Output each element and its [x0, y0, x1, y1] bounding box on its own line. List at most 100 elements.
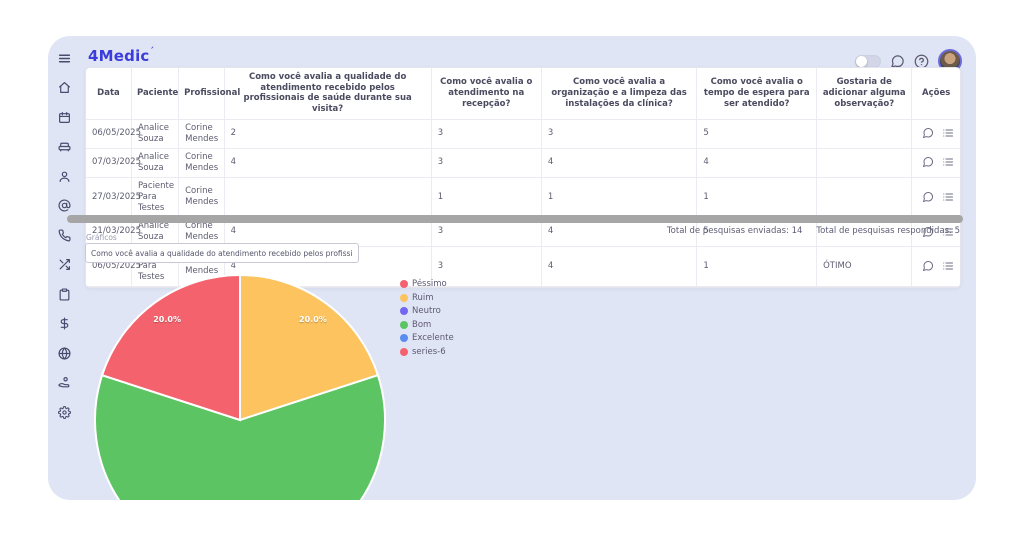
- legend-label: Ruim: [412, 292, 434, 303]
- column-header: Como você avalia o atendimento na recepç…: [430, 68, 542, 120]
- logo-mark: ˊ: [149, 47, 155, 57]
- table-cell: 3: [430, 118, 542, 149]
- table-cell: 07/03/2025: [86, 147, 141, 178]
- table-header-row: Data Paciente Profissional Como você avalia…: [86, 68, 960, 120]
- legend-item[interactable]: Ruim: [400, 293, 454, 303]
- pie-slice-Bom[interactable]: [94, 373, 386, 500]
- survey-table: Data Paciente Profissional Como você avalia…: [86, 68, 960, 288]
- table-row: 07/03/2025 Analice Souza Corine Mendes 4 3 4 4: [86, 147, 960, 178]
- legend-label: Neutro: [412, 306, 441, 316]
- table-cell: 3: [430, 245, 542, 288]
- table-cell: 4: [540, 245, 698, 288]
- table-cell: 3: [540, 118, 698, 149]
- table-cell: 4: [223, 147, 432, 178]
- whatsapp-icon[interactable]: [922, 127, 934, 139]
- legend-marker: [400, 280, 408, 288]
- toggle-knob: [856, 55, 867, 67]
- patient-icon[interactable]: [57, 169, 71, 183]
- dark-mode-toggle[interactable]: [855, 54, 881, 68]
- whatsapp-icon[interactable]: [922, 191, 934, 203]
- pie-datalabel: 20.0%: [299, 315, 327, 324]
- horizontal-scrollbar[interactable]: [67, 215, 963, 223]
- charts-section-label: Gráficos: [86, 233, 117, 242]
- legend-label: Bom: [412, 319, 432, 330]
- globe-icon[interactable]: [57, 346, 71, 360]
- whatsapp-icon[interactable]: [922, 260, 934, 272]
- pie-chart: 20.0%60.0%20.0%: [90, 270, 390, 500]
- legend-marker: [400, 320, 408, 329]
- column-header: Como você avalia o tempo de espera para …: [696, 68, 818, 120]
- calendar-icon[interactable]: [57, 110, 71, 124]
- table-cell: Analice Souza: [130, 118, 180, 149]
- table-cell-actions: [911, 147, 960, 178]
- legend-marker: [400, 307, 408, 315]
- table-cell: 27/03/2025: [86, 176, 141, 218]
- survey-totals: Total de pesquisas enviadas: 14 Total de…: [667, 226, 960, 236]
- table-row: 06/05/2025 Analice Souza Corine Mendes 2 3 3 5: [86, 118, 960, 149]
- table-cell: 4: [696, 147, 818, 178]
- table-cell-actions: [911, 118, 960, 149]
- column-header: Ações: [911, 68, 960, 120]
- chart-question-select[interactable]: Como você avalia a qualidade do atendime…: [85, 243, 359, 263]
- waiting-room-icon[interactable]: [57, 140, 71, 154]
- table-cell: Analice Souza: [130, 147, 180, 178]
- app-logo: 4Medicˊ: [88, 47, 155, 65]
- column-header: Como você avalia a qualidade do atendime…: [223, 68, 432, 120]
- billing-icon[interactable]: [57, 317, 71, 331]
- home-icon[interactable]: [57, 81, 71, 95]
- legend-item[interactable]: Neutro: [400, 306, 454, 316]
- phone-icon[interactable]: [57, 228, 71, 242]
- table-cell: Corine Mendes: [178, 147, 225, 178]
- table-cell: Paciente Para Testes: [130, 176, 180, 218]
- at-sign-icon[interactable]: [57, 199, 71, 213]
- table-cell: Corine Mendes: [178, 118, 225, 149]
- column-header: Data: [86, 68, 132, 120]
- legend-label: Excelente: [412, 333, 454, 343]
- table-cell: [816, 176, 913, 218]
- legend-label: Péssimo: [412, 279, 447, 289]
- details-list-icon[interactable]: [942, 191, 954, 203]
- table-cell: 1: [696, 245, 818, 288]
- table-cell: 1: [430, 176, 542, 218]
- legend-item[interactable]: series-6: [400, 347, 454, 357]
- column-header: Profissional: [178, 68, 240, 120]
- legend-marker: [400, 334, 408, 342]
- pie-datalabel: 20.0%: [153, 315, 181, 324]
- whatsapp-icon[interactable]: [922, 226, 934, 238]
- legend-item[interactable]: Excelente: [400, 333, 454, 343]
- pie-chart-svg: 20.0%60.0%20.0%: [94, 273, 386, 500]
- pie-slice-series-6[interactable]: [100, 273, 241, 422]
- details-list-icon[interactable]: [942, 226, 954, 238]
- clipboard-icon[interactable]: [57, 287, 71, 301]
- legend-label: series-6: [412, 346, 446, 357]
- legend-item[interactable]: Bom: [400, 320, 454, 330]
- survey-table-card: Data Paciente Profissional Como você avalia…: [85, 67, 961, 289]
- table-cell: Corine Mendes: [178, 176, 225, 218]
- integrations-icon[interactable]: [57, 258, 71, 272]
- legend-item[interactable]: Péssimo: [400, 279, 454, 289]
- settings-icon[interactable]: [57, 405, 71, 419]
- column-header: Paciente: [130, 68, 180, 120]
- legend-marker: [400, 293, 408, 302]
- column-header: Como você avalia a organização e a limpe…: [540, 68, 698, 120]
- column-header: Gostaria de adicionar alguma observação?: [816, 68, 913, 120]
- details-list-icon[interactable]: [942, 156, 954, 168]
- sidebar: [48, 36, 80, 500]
- whatsapp-icon[interactable]: [922, 156, 934, 168]
- total-sent: Total de pesquisas enviadas: 14: [666, 226, 803, 236]
- table-cell: ÓTIMO: [816, 245, 913, 288]
- chat-bubble-icon[interactable]: [890, 54, 905, 69]
- table-cell: 5: [696, 118, 818, 149]
- table-cell: 3: [430, 147, 542, 178]
- pie-chart-legend: Péssimo Ruim Neutro Bom Excelente series-6: [400, 279, 454, 357]
- details-list-icon[interactable]: [942, 127, 954, 139]
- hand-coin-icon[interactable]: [57, 376, 71, 390]
- menu-icon[interactable]: [57, 51, 71, 65]
- table-cell: [816, 147, 913, 178]
- table-row: 27/03/2025 Paciente Para Testes Corine Men…: [86, 176, 960, 218]
- table-cell: 06/05/2025: [86, 118, 141, 149]
- table-cell: 1: [540, 176, 698, 218]
- table-body: 06/05/2025 Analice Souza Corine Mendes 2 3 3 5…: [86, 118, 960, 288]
- details-list-icon[interactable]: [942, 260, 954, 272]
- pie-slice-Ruim[interactable]: [239, 273, 380, 422]
